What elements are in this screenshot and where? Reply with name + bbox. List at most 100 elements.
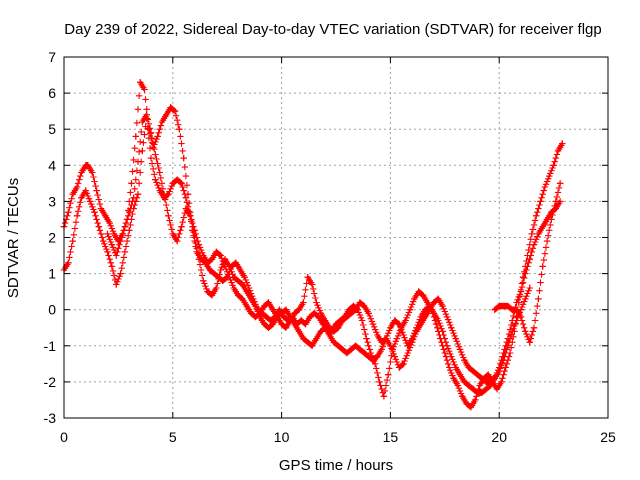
data-point xyxy=(400,360,407,368)
data-point xyxy=(256,310,263,317)
data-point xyxy=(367,349,374,357)
data-point xyxy=(204,288,211,295)
data-point xyxy=(369,320,377,328)
data-point xyxy=(200,252,207,259)
data-point xyxy=(432,320,440,328)
data-point xyxy=(556,180,564,187)
data-point xyxy=(104,230,111,238)
data-point xyxy=(487,378,494,386)
data-point xyxy=(459,393,466,400)
data-point xyxy=(156,169,163,176)
data-point xyxy=(474,371,481,378)
data-point xyxy=(152,151,159,158)
data-point xyxy=(356,299,364,306)
data-point xyxy=(65,259,72,266)
data-point xyxy=(219,277,226,284)
data-point xyxy=(110,230,118,238)
y-tick-label: 0 xyxy=(48,302,56,318)
data-point xyxy=(513,317,520,324)
data-point xyxy=(345,306,353,313)
data-point xyxy=(113,252,120,259)
data-point xyxy=(411,295,418,303)
x-tick-label: 15 xyxy=(383,429,399,445)
x-axis-label: GPS time / hours xyxy=(279,457,393,474)
data-point xyxy=(478,375,485,382)
data-point xyxy=(417,320,425,328)
data-point xyxy=(217,252,224,259)
data-point xyxy=(132,133,139,140)
data-point xyxy=(243,288,250,295)
series-track-d xyxy=(491,180,564,346)
data-point xyxy=(104,248,111,256)
chart-title: Day 239 of 2022, Sidereal Day-to-day VTE… xyxy=(64,21,601,38)
data-point xyxy=(298,317,305,324)
data-point xyxy=(461,357,468,364)
data-point xyxy=(426,306,433,313)
data-point xyxy=(117,270,124,277)
y-tick-label: 2 xyxy=(48,230,56,246)
data-point xyxy=(278,310,285,317)
data-point xyxy=(522,295,529,303)
data-point xyxy=(385,371,392,378)
data-point xyxy=(509,328,516,335)
data-point xyxy=(539,223,546,230)
data-point xyxy=(326,324,333,331)
data-point xyxy=(430,310,438,317)
data-point xyxy=(313,335,320,342)
data-point xyxy=(167,104,174,111)
data-point xyxy=(378,346,385,353)
data-point xyxy=(139,118,146,126)
data-point xyxy=(485,371,492,378)
data-point xyxy=(78,169,85,176)
data-point xyxy=(265,299,272,306)
data-point xyxy=(304,274,311,281)
data-point xyxy=(317,328,324,335)
data-point xyxy=(339,346,346,353)
data-point xyxy=(69,237,76,245)
axis-ticks: 0 5 10 15 20 25 -3 -2 -1 0 1 2 3 4 5 6 7 xyxy=(44,49,616,445)
data-point xyxy=(465,364,472,371)
data-point xyxy=(439,302,446,310)
series-track-c xyxy=(104,111,533,386)
data-point xyxy=(454,382,462,389)
data-point xyxy=(369,357,377,364)
data-point xyxy=(73,212,81,219)
data-point xyxy=(522,270,529,277)
data-point xyxy=(232,259,240,266)
data-point xyxy=(472,396,479,404)
data-point xyxy=(502,364,509,371)
data-point xyxy=(239,295,246,303)
data-point xyxy=(282,306,290,313)
data-point xyxy=(552,198,559,205)
data-point xyxy=(134,158,142,165)
data-point xyxy=(443,342,451,349)
data-point xyxy=(311,310,318,317)
data-point xyxy=(535,230,542,238)
data-point xyxy=(382,335,390,342)
data-point xyxy=(137,79,144,86)
data-point xyxy=(463,400,470,407)
data-point xyxy=(517,288,525,295)
data-point xyxy=(465,382,472,389)
data-point xyxy=(106,219,113,227)
data-point xyxy=(230,284,237,292)
data-point xyxy=(86,198,94,205)
data-point xyxy=(274,313,281,321)
y-tick-label: -1 xyxy=(44,338,57,354)
data-point xyxy=(261,320,268,328)
data-point xyxy=(496,367,503,375)
data-point xyxy=(439,328,446,335)
data-point xyxy=(269,306,277,313)
data-point xyxy=(535,295,542,303)
data-point xyxy=(113,281,120,288)
data-point xyxy=(287,317,294,324)
data-point xyxy=(308,281,316,288)
data-point xyxy=(102,212,109,219)
data-point xyxy=(126,209,133,216)
data-point xyxy=(65,209,72,216)
data-point xyxy=(237,266,244,274)
data-point xyxy=(174,237,181,245)
y-axis-label: SDTVAR / TECUs xyxy=(5,178,22,298)
